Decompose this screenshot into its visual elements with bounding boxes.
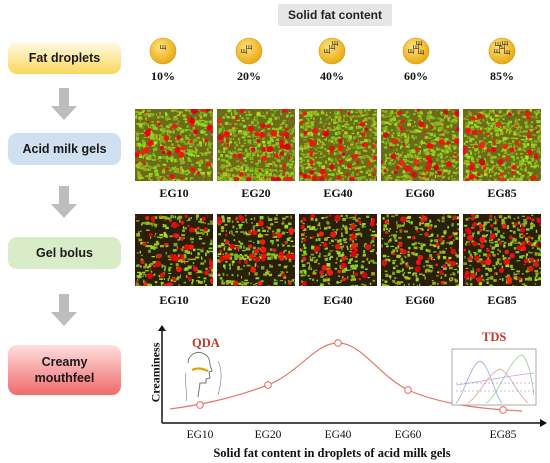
- y-axis-label: Creaminess: [148, 342, 163, 403]
- confocal-micrograph: [381, 214, 459, 286]
- data-point-eg20: [264, 381, 272, 389]
- acid-milk-gel-image-eg40: [299, 109, 377, 181]
- head-profile-icon: [185, 352, 222, 402]
- svg-text:щ: щ: [332, 39, 339, 47]
- fat-droplet-1: щ: [149, 37, 177, 70]
- x-tick-label: EG20: [254, 429, 282, 441]
- creaminess-chart: [158, 325, 547, 427]
- acid-milk-gel-image-eg10: [135, 109, 213, 181]
- x-tick-label: EG60: [394, 429, 422, 441]
- stage-label: Fat droplets: [28, 51, 101, 65]
- x-tick-label: EG40: [324, 429, 352, 441]
- gel-bolus-image-eg20: [217, 214, 295, 286]
- y-axis-arrow: [158, 325, 166, 331]
- svg-text:щ: щ: [246, 43, 253, 51]
- stage-label-line1: Creamy: [41, 355, 88, 369]
- svg-text:щ: щ: [416, 39, 423, 47]
- bolus-sample-label: EG85: [487, 293, 517, 307]
- x-axis-title: Solid fat content in droplets of acid mi…: [213, 446, 451, 460]
- gel-bolus-image-eg40: [299, 214, 377, 286]
- acid-milk-gel-image-eg85: [463, 109, 541, 181]
- bolus-sample-label: EG10: [159, 293, 189, 307]
- fat-droplet-icon: щ: [149, 37, 177, 65]
- tds-mini-plot-icon: [451, 348, 537, 406]
- droplet-percent-label: 40%: [320, 69, 344, 83]
- confocal-micrograph: [135, 214, 213, 286]
- gel-sample-label: EG85: [487, 186, 517, 200]
- svg-text:щ: щ: [502, 39, 509, 47]
- gel-bolus-image-eg10: [135, 214, 213, 286]
- qda-label: QDA: [192, 336, 220, 350]
- svg-text:щ: щ: [504, 48, 511, 56]
- stage-gel-bolus: Gel bolus: [8, 237, 121, 269]
- fat-droplet-icon: щщщ: [318, 37, 346, 65]
- gel-bolus-image-eg85: [463, 214, 541, 286]
- confocal-micrograph: [299, 214, 377, 286]
- droplet-percent-label: 10%: [151, 69, 175, 83]
- confocal-micrograph: [463, 214, 541, 286]
- tds-label: TDS: [482, 330, 507, 344]
- down-arrow-icon: [51, 294, 77, 326]
- confocal-micrograph: [299, 109, 377, 181]
- stage-fat-droplets: Fat droplets: [8, 42, 121, 74]
- droplet-percent-label: 20%: [237, 69, 261, 83]
- stage-label: Gel bolus: [36, 246, 93, 260]
- solid-fat-content-header: Solid fat content: [278, 4, 392, 26]
- stage-acid-milk-gels: Acid milk gels: [8, 133, 121, 165]
- bolus-sample-label: EG20: [241, 293, 271, 307]
- acid-milk-gel-image-eg20: [217, 109, 295, 181]
- stage-creamy-mouthfeel: Creamy mouthfeel: [8, 345, 121, 395]
- confocal-micrograph: [463, 109, 541, 181]
- confocal-micrograph: [217, 214, 295, 286]
- gel-sample-label: EG40: [323, 186, 353, 200]
- svg-text:щ: щ: [241, 47, 248, 55]
- stage-label-line2: mouthfeel: [34, 371, 95, 385]
- svg-text:щ: щ: [494, 47, 501, 55]
- droplet-percent-label: 85%: [490, 69, 514, 83]
- x-tick-label: EG10: [186, 429, 214, 441]
- down-arrow-icon: [51, 186, 77, 218]
- svg-text:щ: щ: [418, 48, 425, 56]
- bolus-sample-label: EG60: [405, 293, 435, 307]
- gel-sample-label: EG60: [405, 186, 435, 200]
- confocal-micrograph: [135, 109, 213, 181]
- svg-text:щ: щ: [413, 43, 420, 51]
- gel-sample-label: EG10: [159, 186, 189, 200]
- svg-text:щ: щ: [499, 43, 506, 51]
- svg-text:щ: щ: [408, 47, 415, 55]
- data-point-eg85: [499, 406, 507, 414]
- stage-label: Acid milk gels: [22, 142, 107, 156]
- fat-droplet-icon: щщ: [235, 37, 263, 65]
- svg-text:щ: щ: [160, 43, 167, 51]
- gel-bolus-image-eg60: [381, 214, 459, 286]
- svg-text:щ: щ: [324, 47, 331, 55]
- x-tick-label: EG85: [489, 429, 517, 441]
- droplet-percent-label: 60%: [404, 69, 428, 83]
- svg-text:щ: щ: [329, 43, 336, 51]
- confocal-micrograph: [381, 109, 459, 181]
- data-point-eg10: [196, 401, 204, 409]
- bolus-sample-label: EG40: [323, 293, 353, 307]
- data-point-eg60: [404, 386, 412, 394]
- acid-milk-gel-image-eg60: [381, 109, 459, 181]
- down-arrow-icon: [51, 88, 77, 120]
- gel-sample-label: EG20: [241, 186, 271, 200]
- svg-text:щ: щ: [495, 40, 502, 48]
- x-axis-arrow: [540, 419, 547, 427]
- confocal-micrograph: [217, 109, 295, 181]
- data-point-eg40: [334, 339, 342, 347]
